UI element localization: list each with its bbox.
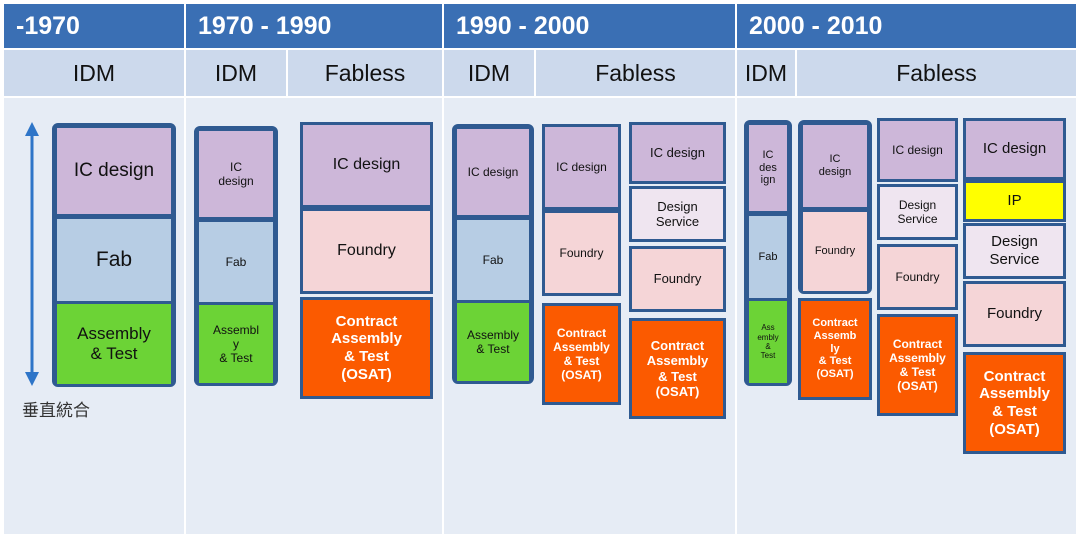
design-service-block: Design Service	[629, 186, 726, 242]
osat-block: Contract Assembly & Test (OSAT)	[629, 318, 726, 419]
fabless-ic-design-block: IC design	[963, 118, 1066, 180]
model-header-idm: IDM	[737, 50, 795, 96]
model-header-fabless: Fabless	[288, 50, 442, 96]
era-header-3: 1990 - 2000	[444, 4, 735, 48]
assembly-test-block: Assembl y & Test	[199, 303, 273, 383]
vertical-integration-arrow	[25, 122, 39, 386]
foundry-block: Foundry	[963, 281, 1066, 347]
fab-block: Fab	[57, 217, 171, 301]
osat-block: Contract Assembly & Test (OSAT)	[963, 352, 1066, 454]
model-header-idm: IDM	[4, 50, 184, 96]
model-header-idm: IDM	[186, 50, 286, 96]
osat-block: Contract Assembly & Test (OSAT)	[877, 314, 958, 416]
ic-design-block: IC design	[57, 128, 171, 214]
foundry-block: Foundry	[300, 208, 433, 294]
fab-block: Fab	[749, 214, 787, 298]
model-header-fabless: Fabless	[536, 50, 735, 96]
idm-stack-1990-2000: IC design Fab Assembly & Test	[452, 124, 534, 384]
foundry-block: Foundry	[803, 210, 867, 291]
osat-block: Contract Assembly & Test (OSAT)	[300, 297, 433, 399]
era-header-1: -1970	[4, 4, 184, 48]
fabless-stack: IC design Foundry	[798, 120, 872, 294]
model-header-idm: IDM	[444, 50, 534, 96]
vertical-integration-label: 垂直統合	[22, 401, 90, 421]
osat-block: Contract Assembly & Test (OSAT)	[542, 303, 621, 405]
osat-block: Contract Assemb ly & Test (OSAT)	[798, 298, 872, 400]
fabless-ic-design-block: IC design	[629, 122, 726, 184]
idm-stack-2000-2010: IC des ign Fab Ass embly & Test	[744, 120, 792, 386]
assembly-test-block: Assembly & Test	[57, 302, 171, 384]
fab-block: Fab	[457, 218, 529, 300]
model-header-fabless: Fabless	[797, 50, 1076, 96]
ip-block: IP	[963, 180, 1066, 222]
fabless-ic-design-block: IC design	[877, 118, 958, 182]
fabless-ic-design-block: IC design	[542, 124, 621, 210]
ic-design-block: IC des ign	[749, 125, 787, 211]
design-service-block: Design Service	[963, 223, 1066, 279]
fabless-ic-design-block: IC design	[300, 122, 433, 208]
era-header-2: 1970 - 1990	[186, 4, 442, 48]
foundry-block: Foundry	[542, 210, 621, 296]
idm-stack-1970-1990: IC design Fab Assembl y & Test	[194, 126, 278, 386]
assembly-test-block: Assembly & Test	[457, 301, 529, 381]
fabless-ic-design-block: IC design	[803, 125, 867, 207]
era-header-4: 2000 - 2010	[737, 4, 1076, 48]
idm-stack-1970: IC design Fab Assembly & Test	[52, 123, 176, 387]
design-service-block: Design Service	[877, 184, 958, 240]
assembly-test-block: Ass embly & Test	[749, 299, 787, 383]
foundry-block: Foundry	[877, 244, 958, 310]
fab-block: Fab	[199, 220, 273, 302]
ic-design-block: IC design	[457, 129, 529, 215]
foundry-block: Foundry	[629, 246, 726, 312]
ic-design-block: IC design	[199, 131, 273, 217]
